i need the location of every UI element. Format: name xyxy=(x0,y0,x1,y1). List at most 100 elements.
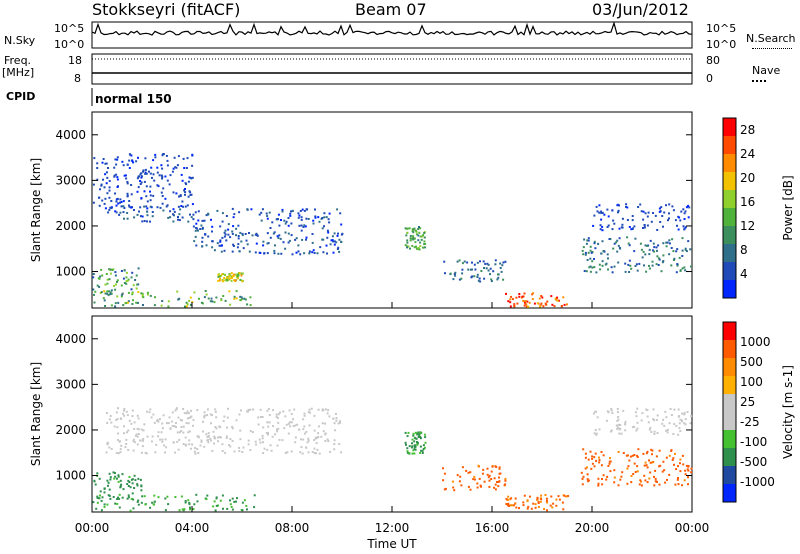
power-cell-2-237 xyxy=(195,222,198,225)
velocity-cell-1-144 xyxy=(143,423,146,426)
power-cell-4-51 xyxy=(205,293,208,296)
velocity-cell-1-84 xyxy=(133,421,136,424)
power-cell-9-101 xyxy=(627,263,630,266)
power-cell-3-23 xyxy=(98,204,101,207)
velocity-cell-1-107 xyxy=(303,414,306,417)
power-cell-2-235 xyxy=(233,213,236,216)
power-cell-2-228 xyxy=(240,240,243,243)
velocity-cell-1-43 xyxy=(277,413,280,416)
power-cell-10-15 xyxy=(617,211,619,214)
power-cell-2-148 xyxy=(193,240,196,243)
power-cell-10-1 xyxy=(646,224,649,227)
velocity-cell-5-44 xyxy=(544,494,547,496)
power-cell-4-62 xyxy=(207,297,210,300)
velocity-cell-6-13 xyxy=(638,483,641,486)
power-cell-10-73 xyxy=(593,214,596,217)
velocity-cell-7-41 xyxy=(593,432,596,435)
velocity-cell-7-17 xyxy=(618,432,621,435)
power-cell-5-16 xyxy=(233,279,236,282)
velocity-cell-1-155 xyxy=(196,409,199,412)
velocity-cell-3-56 xyxy=(414,437,417,440)
power-cell-0-43 xyxy=(101,274,104,277)
velocity-cell-1-20 xyxy=(286,451,289,454)
velocity-cell-1-114 xyxy=(175,407,178,410)
velocity-cell-1-246 xyxy=(307,439,310,442)
velocity-cell-1-370 xyxy=(190,409,193,412)
power-cell-2-227 xyxy=(297,216,300,219)
power-cell-7-2 xyxy=(489,273,491,276)
noise-left-tick-top: 10^5 xyxy=(54,22,85,35)
power-cell-4-25 xyxy=(185,301,188,304)
power-cell-2-142 xyxy=(246,208,249,211)
power-cell-3-56 xyxy=(149,172,152,175)
power-cell-2-20 xyxy=(278,224,281,227)
velocity-cell-6-66 xyxy=(639,479,642,482)
velocity-cell-2-58 xyxy=(229,503,232,506)
power-cell-5-46 xyxy=(224,279,227,282)
velocity-colorbar-tick-3: 25 xyxy=(740,395,755,409)
velocity-cell-0-2 xyxy=(127,485,130,487)
power-cell-8-46 xyxy=(545,303,548,306)
velocity-cell-1-379 xyxy=(308,408,311,411)
power-cell-3-75 xyxy=(115,204,118,207)
velocity-cell-1-344 xyxy=(262,441,264,444)
power-cell-4-75 xyxy=(215,296,218,299)
velocity-cell-2-15 xyxy=(96,495,99,498)
velocity-cell-1-22 xyxy=(255,443,258,446)
velocity-cell-0-19 xyxy=(133,487,136,489)
freq-panel-frame xyxy=(91,53,693,85)
power-cell-3-30 xyxy=(166,159,169,162)
power-cell-2-194 xyxy=(322,238,325,241)
power-cell-8-40 xyxy=(540,302,543,305)
power-cell-3-85 xyxy=(115,200,118,203)
velocity-cell-1-356 xyxy=(203,416,206,419)
velocity-cell-6-31 xyxy=(626,467,629,470)
velocity-cell-7-51 xyxy=(679,418,682,421)
velocity-cell-1-138 xyxy=(123,409,125,412)
power-cell-3-129 xyxy=(145,185,148,188)
velocity-cell-3-11 xyxy=(413,446,416,448)
velocity-ytick-label-3: 4000 xyxy=(55,332,86,346)
power-cell-3-180 xyxy=(128,159,131,162)
velocity-colorbar-band-0 xyxy=(723,484,736,502)
velocity-cell-1-249 xyxy=(302,438,305,441)
velocity-cell-2-60 xyxy=(214,509,217,512)
velocity-cell-1-66 xyxy=(231,425,234,428)
power-cell-3-15 xyxy=(149,190,151,193)
velocity-cell-1-296 xyxy=(106,441,109,444)
power-cell-3-178 xyxy=(130,206,133,209)
velocity-cell-1-206 xyxy=(187,431,190,434)
velocity-cell-6-67 xyxy=(626,482,629,485)
velocity-cell-2-82 xyxy=(118,506,121,509)
velocity-cell-3-41 xyxy=(411,452,414,455)
power-cell-2-76 xyxy=(316,252,319,255)
power-cell-3-12 xyxy=(168,183,171,186)
power-cell-4-55 xyxy=(125,302,128,304)
velocity-cell-1-332 xyxy=(131,415,134,417)
power-cell-9-12 xyxy=(599,268,602,271)
velocity-cell-7-32 xyxy=(683,422,686,425)
velocity-cell-5-55 xyxy=(534,506,537,509)
power-cell-8-17 xyxy=(527,305,530,308)
power-cell-8-43 xyxy=(511,298,514,301)
velocity-cell-5-22 xyxy=(522,501,525,504)
power-cell-5-53 xyxy=(223,277,226,279)
power-cell-3-19 xyxy=(184,182,187,185)
power-cell-3-121 xyxy=(140,176,143,179)
velocity-cell-6-129 xyxy=(580,471,583,474)
power-cell-7-41 xyxy=(504,260,507,263)
power-cell-8-0 xyxy=(528,301,531,304)
power-cell-9-136 xyxy=(593,258,595,260)
velocity-cell-6-27 xyxy=(671,459,674,461)
power-cell-2-24 xyxy=(332,240,335,243)
power-cell-3-187 xyxy=(158,174,161,177)
velocity-cell-3-39 xyxy=(408,445,411,448)
velocity-cell-1-369 xyxy=(203,445,206,448)
power-cell-7-54 xyxy=(471,268,473,271)
velocity-cell-7-49 xyxy=(634,411,637,414)
power-cell-9-53 xyxy=(660,270,663,273)
power-cell-3-111 xyxy=(139,183,142,185)
velocity-cell-1-199 xyxy=(327,409,330,412)
power-cell-2-230 xyxy=(312,222,315,225)
velocity-cell-1-313 xyxy=(171,425,174,427)
